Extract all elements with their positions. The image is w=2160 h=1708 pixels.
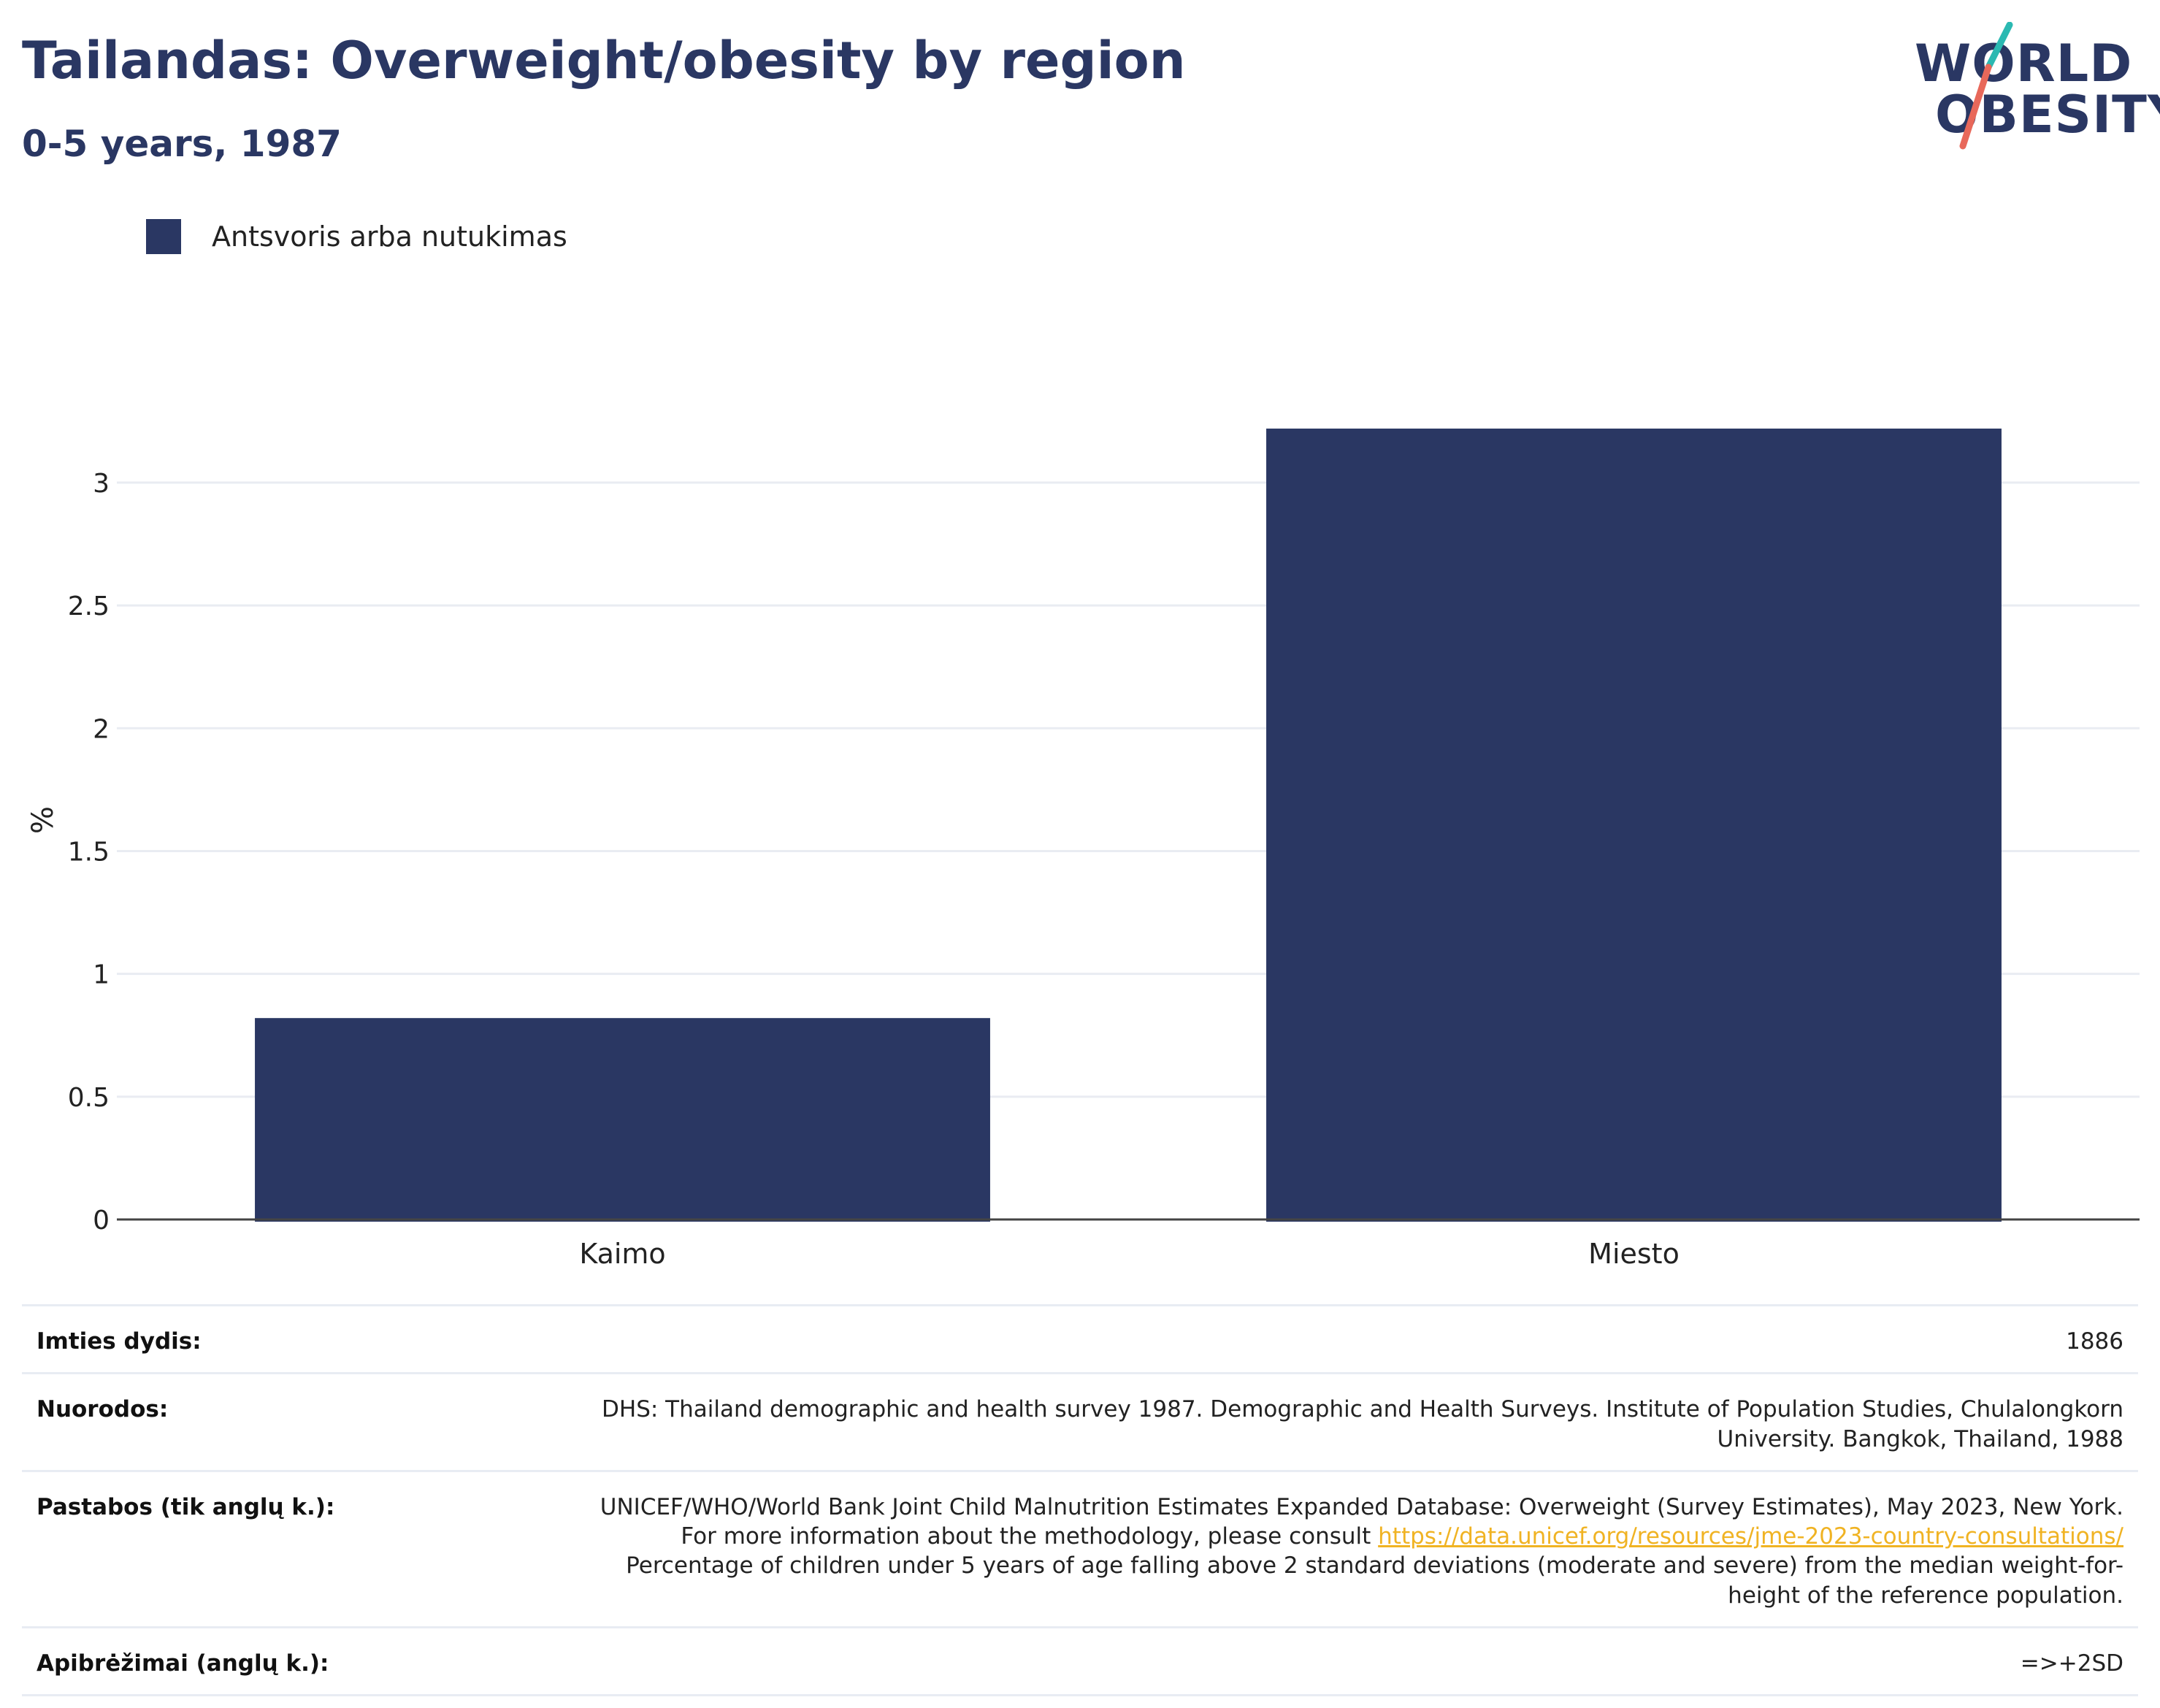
y-tick-label: 2 [93, 714, 110, 744]
definitions-value: =>+2SD [2020, 1650, 2123, 1677]
info-row-references: Nuorodos: DHS: Thailand demographic and … [22, 1372, 2138, 1470]
sample-size-value: 1886 [2066, 1328, 2123, 1355]
bar [255, 1018, 990, 1222]
definitions-label: Apibrėžimai (anglų k.): [37, 1650, 329, 1677]
methodology-link[interactable]: https://data.unicef.org/resources/jme-20… [1378, 1523, 2123, 1550]
y-tick-label: 1 [93, 960, 110, 990]
notes-value: UNICEF/WHO/World Bank Joint Child Malnut… [561, 1493, 2123, 1610]
references-label: Nuorodos: [37, 1396, 169, 1423]
y-axis-label: % [26, 806, 60, 834]
notes-text-after: Percentage of children under 5 years of … [626, 1552, 2123, 1609]
bar [1266, 428, 2002, 1222]
chart-subtitle: 0-5 years, 1987 [22, 123, 342, 165]
logo-text-world: WORLD [1915, 34, 2133, 93]
chart-title: Tailandas: Overweight/obesity by region [22, 31, 1186, 91]
notes-label: Pastabos (tik anglų k.): [37, 1493, 335, 1520]
y-tick-label: 1.5 [68, 837, 110, 867]
chart-legend: Antsvoris arba nutukimas [146, 216, 567, 257]
legend-label: Antsvoris arba nutukimas [212, 221, 567, 253]
y-tick-label: 0 [93, 1206, 110, 1236]
legend-swatch [146, 219, 181, 254]
info-table: Imties dydis: 1886 Nuorodos: DHS: Thaila… [22, 1304, 2138, 1697]
logo-slash-icon [1959, 22, 2013, 150]
info-row-definitions: Apibrėžimai (anglų k.): =>+2SD [22, 1626, 2138, 1697]
info-row-sample-size: Imties dydis: 1886 [22, 1304, 2138, 1372]
bar-chart: 0 0.5 1 1.5 2 2.5 3% Kaimo Miesto [26, 428, 2140, 1270]
y-tick-label: 2.5 [68, 591, 110, 621]
y-tick-label: 0.5 [68, 1083, 110, 1113]
sample-size-label: Imties dydis: [37, 1328, 202, 1355]
references-value: DHS: Thailand demographic and health sur… [602, 1396, 2123, 1452]
x-tick-label: Kaimo [579, 1238, 665, 1270]
y-tick-label: 3 [93, 469, 110, 499]
x-tick-label: Miesto [1588, 1238, 1680, 1270]
world-obesity-logo[interactable]: WORLD OBESITY [1906, 22, 2160, 161]
info-row-notes: Pastabos (tik anglų k.): UNICEF/WHO/Worl… [22, 1469, 2138, 1626]
notes-text-before: UNICEF/WHO/World Bank Joint Child Malnut… [600, 1493, 2123, 1550]
